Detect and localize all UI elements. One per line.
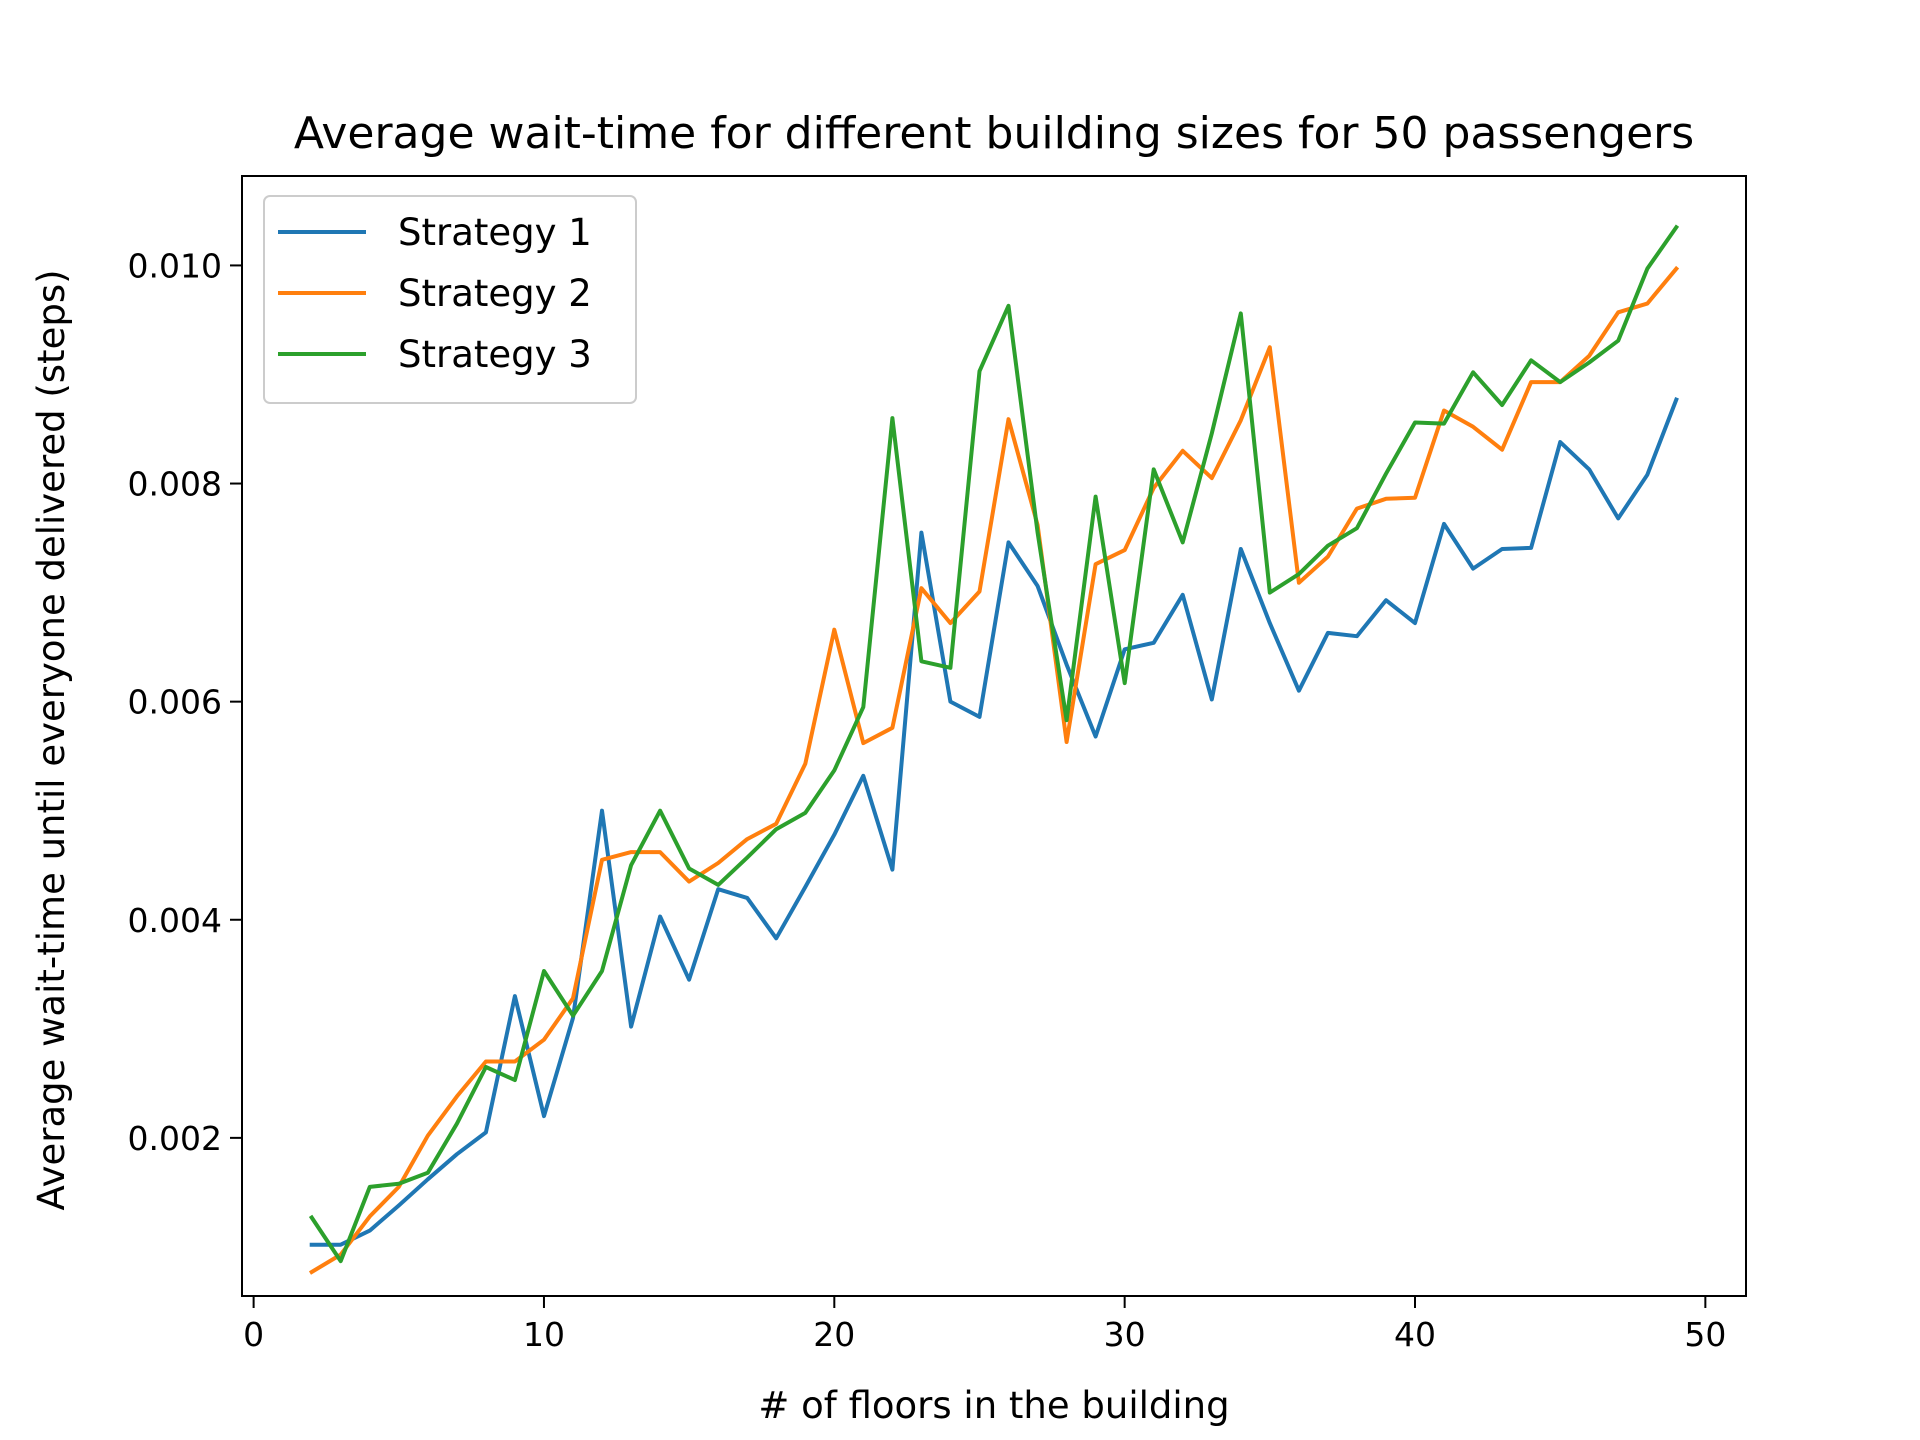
series-layer <box>308 224 1680 1275</box>
legend-label-strategy-2: Strategy 2 <box>398 272 592 315</box>
axes-frame <box>241 175 1747 1297</box>
y-tick-label: 0.004 <box>128 901 222 940</box>
chart-title: Average wait-time for different building… <box>294 108 1694 159</box>
x-tick-label: 20 <box>813 1315 855 1354</box>
y-tick-label: 0.010 <box>128 246 222 285</box>
y-tick-label: 0.008 <box>128 465 222 504</box>
x-axis-ticks: 0 10 20 30 40 50 <box>243 1296 1726 1354</box>
x-tick-label: 50 <box>1684 1315 1726 1354</box>
x-tick-label: 40 <box>1394 1315 1436 1354</box>
x-axis-label: # of floors in the building <box>758 1384 1229 1427</box>
y-tick-label: 0.006 <box>128 683 222 722</box>
series-line-strategy-1 <box>309 397 1679 1247</box>
legend-box <box>263 195 637 404</box>
y-tick-label: 0.002 <box>128 1119 222 1158</box>
x-tick-label: 30 <box>1104 1315 1146 1354</box>
legend-label-strategy-3: Strategy 3 <box>398 333 592 376</box>
legend-label-strategy-1: Strategy 1 <box>398 211 592 254</box>
y-axis-ticks: 0.002 0.004 0.006 0.008 0.010 <box>128 246 242 1158</box>
y-axis-label: Average wait-time until everyone deliver… <box>30 269 73 1210</box>
x-tick-label: 10 <box>523 1315 565 1354</box>
x-tick-label: 0 <box>243 1315 264 1354</box>
series-line-strategy-3 <box>308 224 1680 1264</box>
legend: Strategy 1 Strategy 2 Strategy 3 <box>263 195 637 404</box>
